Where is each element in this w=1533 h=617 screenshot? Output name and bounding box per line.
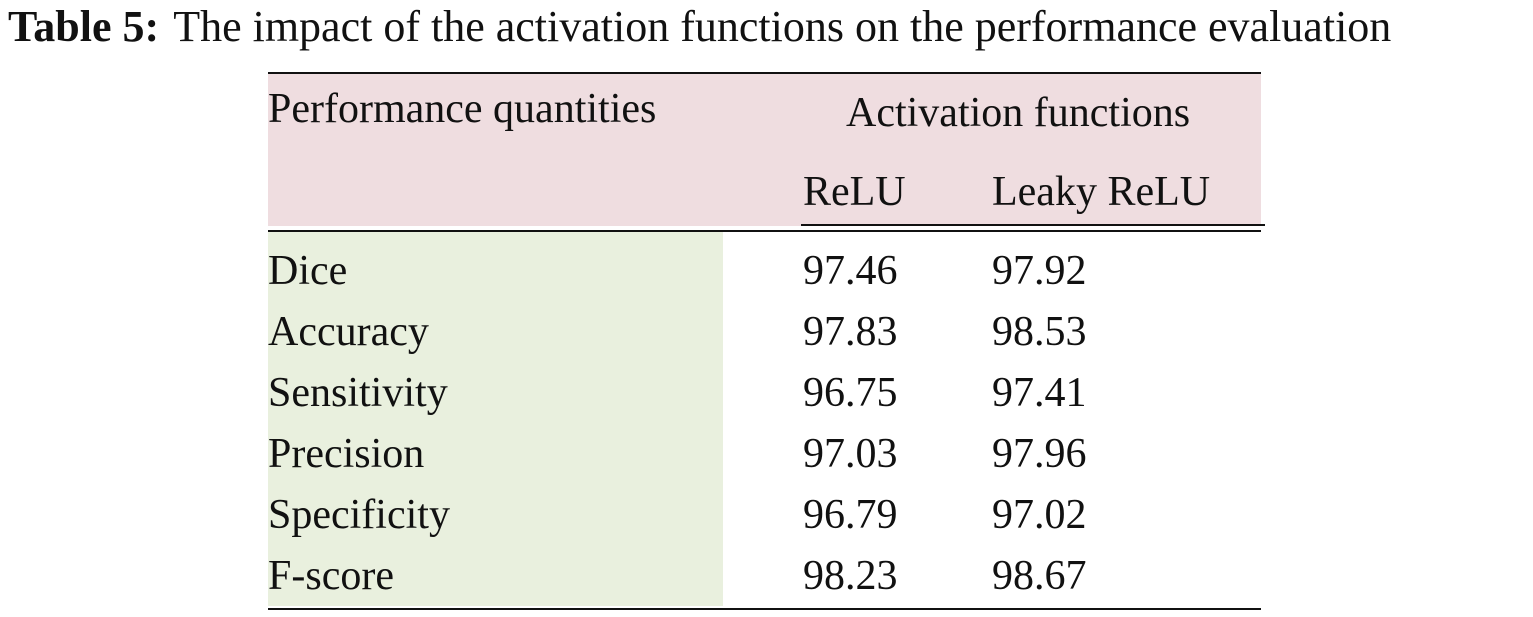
caption-text: The impact of the activation functions o… (173, 2, 1392, 51)
header-bottom-rule (268, 230, 1261, 232)
column-header-leaky-relu: Leaky ReLU (992, 169, 1211, 215)
row-label: Specificity (268, 492, 450, 538)
table-cell: 98.23 (803, 553, 898, 599)
row-header: Performance quantities (268, 86, 657, 132)
row-label: Accuracy (268, 309, 429, 355)
caption-label: Table 5: (8, 2, 160, 51)
group-rule (801, 224, 1265, 226)
table-cell: 97.03 (803, 431, 898, 477)
table-cell: 97.46 (803, 248, 898, 294)
table-caption: Table 5: The impact of the activation fun… (8, 2, 1391, 52)
row-label: Dice (268, 248, 348, 294)
header-background (268, 74, 1261, 226)
column-header-relu: ReLU (803, 169, 906, 215)
group-header: Activation functions (846, 90, 1191, 136)
table-cell: 97.41 (992, 370, 1087, 416)
row-label: Precision (268, 431, 425, 477)
row-label: Sensitivity (268, 370, 448, 416)
table-cell: 97.92 (992, 248, 1087, 294)
table-cell: 96.75 (803, 370, 898, 416)
table-cell: 97.96 (992, 431, 1087, 477)
table-cell: 96.79 (803, 492, 898, 538)
table-cell: 97.83 (803, 309, 898, 355)
top-rule (268, 72, 1261, 74)
results-table: Performance quantities Activation functi… (268, 72, 1265, 612)
row-label: F-score (268, 553, 394, 599)
table-cell: 98.67 (992, 553, 1087, 599)
table-cell: 98.53 (992, 309, 1087, 355)
row-label-background (268, 232, 723, 606)
bottom-rule (268, 608, 1261, 610)
table-cell: 97.02 (992, 492, 1087, 538)
